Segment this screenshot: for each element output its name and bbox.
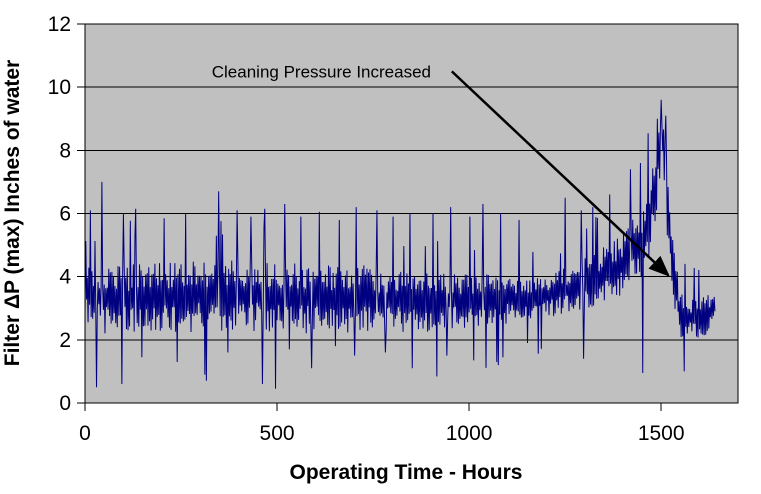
- x-tick-label-0: 0: [79, 422, 91, 445]
- annotation-group: Cleaning Pressure Increased: [212, 63, 670, 277]
- x-tick-label-500: 500: [260, 422, 295, 445]
- series-filter-dp-line: [84, 99, 716, 389]
- axes-layer: 0 500 1000 1500 0 2 4 6 8 10 12: [48, 13, 685, 445]
- y-tick-label-2: 2: [59, 329, 71, 352]
- y-axis-title: Filter ΔP (max) Inches of water: [1, 60, 24, 366]
- y-tick-label-0: 0: [59, 392, 71, 415]
- x-axis-title: Operating Time - Hours: [290, 461, 523, 484]
- x-tick-label-1000: 1000: [446, 422, 493, 445]
- x-tick-label-1500: 1500: [638, 422, 685, 445]
- y-tick-label-10: 10: [48, 76, 71, 99]
- y-tick-label-12: 12: [48, 13, 71, 36]
- annotation-arrow: [450, 70, 670, 277]
- y-tick-label-6: 6: [59, 203, 71, 226]
- annotation-label: Cleaning Pressure Increased: [212, 63, 431, 82]
- y-tick-label-4: 4: [59, 266, 71, 289]
- y-tick-label-8: 8: [59, 139, 71, 162]
- plot-area: [84, 23, 739, 404]
